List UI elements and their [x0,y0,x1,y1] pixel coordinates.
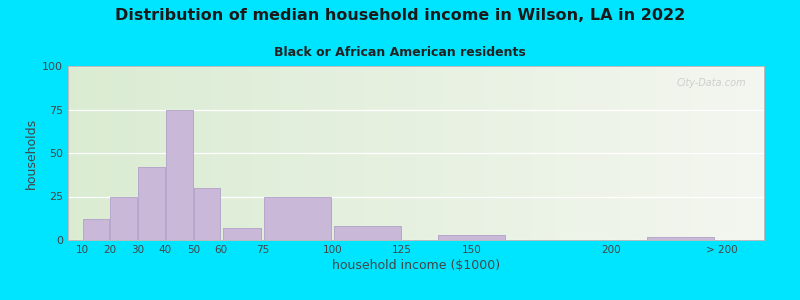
Bar [82,219,109,240]
Bar [138,167,165,240]
Text: Distribution of median household income in Wilson, LA in 2022: Distribution of median household income … [115,8,685,22]
Bar [194,188,221,240]
Bar [166,110,193,240]
Bar [438,235,505,240]
Bar [647,236,714,240]
Text: City-Data.com: City-Data.com [677,78,746,88]
X-axis label: household income ($1000): household income ($1000) [332,259,500,272]
Text: Black or African American residents: Black or African American residents [274,46,526,59]
Bar [110,196,137,240]
Bar [222,228,262,240]
Y-axis label: households: households [25,117,38,189]
Bar [334,226,401,240]
Bar [264,196,331,240]
